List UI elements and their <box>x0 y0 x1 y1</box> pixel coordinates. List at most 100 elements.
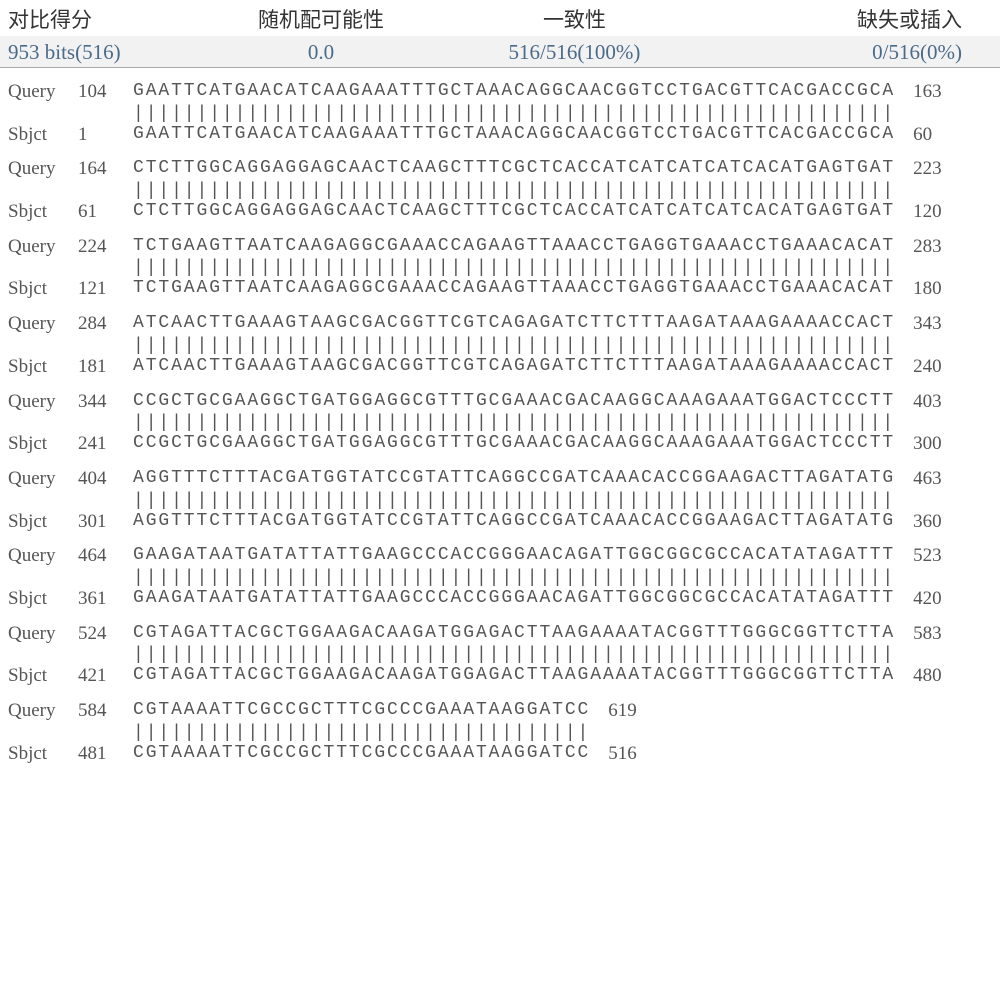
alignment-block: Query164CTCTTGGCAGGAGGAGCAACTCAAGCTTTCGC… <box>8 157 992 224</box>
query-label: Query <box>8 157 78 182</box>
sbjct-label: Sbjct <box>8 742 78 767</box>
alignment-block: Query404AGGTTTCTTTACGATGGTATCCGTATTCAGGC… <box>8 467 992 534</box>
query-start: 104 <box>78 80 133 105</box>
sbjct-seq: CGTAAAATTCGCCGCTTTCGCCCGAAATAAGGATCC <box>133 742 590 767</box>
alignment-block: Query584CGTAAAATTCGCCGCTTTCGCCCGAAATAAGG… <box>8 699 992 766</box>
identities-label: 一致性 <box>435 4 713 34</box>
query-label: Query <box>8 467 78 492</box>
match-ticks: ||||||||||||||||||||||||||||||||||||||||… <box>133 259 895 277</box>
match-line: ||||||||||||||||||||||||||||||||||||||||… <box>8 569 992 587</box>
alignment-block: Query524CGTAGATTACGCTGGAAGACAAGATGGAGACT… <box>8 622 992 689</box>
match-ticks: ||||||||||||||||||||||||||||||||||||||||… <box>133 646 895 664</box>
sbjct-line: Sbjct421CGTAGATTACGCTGGAAGACAAGATGGAGACT… <box>8 664 992 689</box>
sbjct-label: Sbjct <box>8 200 78 225</box>
query-end: 619 <box>590 699 668 724</box>
match-line: ||||||||||||||||||||||||||||||||||||||||… <box>8 414 992 432</box>
sbjct-line: Sbjct181ATCAACTTGAAAGTAAGCGACGGTTCGTCAGA… <box>8 355 992 380</box>
query-start: 584 <box>78 699 133 724</box>
sbjct-line: Sbjct121TCTGAAGTTAATCAAGAGGCGAAACCAGAAGT… <box>8 277 992 302</box>
sbjct-line: Sbjct1GAATTCATGAACATCAAGAAATTTGCTAAACAGG… <box>8 123 992 148</box>
sbjct-end: 300 <box>895 432 973 457</box>
sbjct-seq: GAAGATAATGATATTATTGAAGCCCACCGGGAACAGATTG… <box>133 587 895 612</box>
sbjct-label: Sbjct <box>8 510 78 535</box>
alignment-body: Query 104GAATTCATGAACATCAAGAAATTTGCTAAACA… <box>0 68 1000 784</box>
query-line: Query404AGGTTTCTTTACGATGGTATCCGTATTCAGGC… <box>8 467 992 492</box>
sbjct-line: Sbjct361GAAGATAATGATATTATTGAAGCCCACCGGGA… <box>8 587 992 612</box>
query-line: Query464GAAGATAATGATATTATTGAAGCCCACCGGGA… <box>8 544 992 569</box>
sbjct-start: 1 <box>78 123 133 148</box>
query-seq: GAATTCATGAACATCAAGAAATTTGCTAAACAGGCAACGG… <box>133 80 895 105</box>
expect-label: 随机配可能性 <box>207 4 436 34</box>
query-end: 463 <box>895 467 973 492</box>
query-label: Query <box>8 390 78 415</box>
match-line: ||||||||||||||||||||||||||||||||||||||||… <box>8 337 992 355</box>
sbjct-label: Sbjct <box>8 277 78 302</box>
sbjct-line: Sbjct61CTCTTGGCAGGAGGAGCAACTCAAGCTTTCGCT… <box>8 200 992 225</box>
alignment-block: Query104GAATTCATGAACATCAAGAAATTTGCTAAACA… <box>8 80 992 147</box>
sbjct-end: 60 <box>895 123 973 148</box>
query-start: 284 <box>78 312 133 337</box>
query-seq: CTCTTGGCAGGAGGAGCAACTCAAGCTTTCGCTCACCATC… <box>133 157 895 182</box>
query-label: Query <box>8 235 78 260</box>
match-ticks: ||||||||||||||||||||||||||||||||||||||||… <box>133 105 895 123</box>
query-start: 524 <box>78 622 133 647</box>
alignment-block: Query224TCTGAAGTTAATCAAGAGGCGAAACCAGAAGT… <box>8 235 992 302</box>
query-end: 403 <box>895 390 973 415</box>
match-line: ||||||||||||||||||||||||||||||||||||||||… <box>8 182 992 200</box>
sbjct-seq: GAATTCATGAACATCAAGAAATTTGCTAAACAGGCAACGG… <box>133 123 895 148</box>
match-ticks: ||||||||||||||||||||||||||||||||||||||||… <box>133 569 895 587</box>
query-seq: GAAGATAATGATATTATTGAAGCCCACCGGGAACAGATTG… <box>133 544 895 569</box>
sbjct-end: 180 <box>895 277 973 302</box>
query-start: 224 <box>78 235 133 260</box>
identities-value: 516/516(100%) <box>435 40 713 65</box>
score-value: 953 bits(516) <box>8 40 207 65</box>
sbjct-line: Sbjct481CGTAAAATTCGCCGCTTTCGCCCGAAATAAGG… <box>8 742 992 767</box>
sbjct-end: 360 <box>895 510 973 535</box>
query-start: 344 <box>78 390 133 415</box>
sbjct-start: 181 <box>78 355 133 380</box>
sbjct-line: Sbjct301AGGTTTCTTTACGATGGTATCCGTATTCAGGC… <box>8 510 992 535</box>
query-line: Query284ATCAACTTGAAAGTAAGCGACGGTTCGTCAGA… <box>8 312 992 337</box>
query-start: 404 <box>78 467 133 492</box>
query-end: 523 <box>895 544 973 569</box>
sbjct-label: Sbjct <box>8 587 78 612</box>
match-line: ||||||||||||||||||||||||||||||||||||||||… <box>8 259 992 277</box>
query-line: Query164CTCTTGGCAGGAGGAGCAACTCAAGCTTTCGC… <box>8 157 992 182</box>
stats-header-labels: 对比得分 随机配可能性 一致性 缺失或插入 <box>0 0 1000 36</box>
sbjct-start: 301 <box>78 510 133 535</box>
query-label: Query <box>8 312 78 337</box>
query-end: 283 <box>895 235 973 260</box>
query-end: 223 <box>895 157 973 182</box>
sbjct-label: Sbjct <box>8 664 78 689</box>
sbjct-label: Sbjct <box>8 432 78 457</box>
match-line: |||||||||||||||||||||||||||||||||||| <box>8 724 992 742</box>
sbjct-line: Sbjct241CCGCTGCGAAGGCTGATGGAGGCGTTTGCGAA… <box>8 432 992 457</box>
sbjct-seq: CTCTTGGCAGGAGGAGCAACTCAAGCTTTCGCTCACCATC… <box>133 200 895 225</box>
query-line: Query224TCTGAAGTTAATCAAGAGGCGAAACCAGAAGT… <box>8 235 992 260</box>
sbjct-seq: TCTGAAGTTAATCAAGAGGCGAAACCAGAAGTTAAACCTG… <box>133 277 895 302</box>
query-end: 343 <box>895 312 973 337</box>
match-spacer <box>8 646 133 664</box>
match-spacer <box>8 569 133 587</box>
query-seq: AGGTTTCTTTACGATGGTATCCGTATTCAGGCCGATCAAA… <box>133 467 895 492</box>
query-line: Query584CGTAAAATTCGCCGCTTTCGCCCGAAATAAGG… <box>8 699 992 724</box>
query-line: Query524CGTAGATTACGCTGGAAGACAAGATGGAGACT… <box>8 622 992 647</box>
query-seq: CGTAAAATTCGCCGCTTTCGCCCGAAATAAGGATCC <box>133 699 590 724</box>
sbjct-label: Sbjct <box>8 123 78 148</box>
match-ticks: |||||||||||||||||||||||||||||||||||| <box>133 724 590 742</box>
alignment-block: Query344CCGCTGCGAAGGCTGATGGAGGCGTTTGCGAA… <box>8 390 992 457</box>
sbjct-end: 420 <box>895 587 973 612</box>
sbjct-end: 120 <box>895 200 973 225</box>
score-label: 对比得分 <box>8 4 207 34</box>
sbjct-start: 481 <box>78 742 133 767</box>
sbjct-seq: ATCAACTTGAAAGTAAGCGACGGTTCGTCAGAGATCTTCT… <box>133 355 895 380</box>
query-end: 163 <box>895 80 973 105</box>
sbjct-start: 61 <box>78 200 133 225</box>
sbjct-seq: AGGTTTCTTTACGATGGTATCCGTATTCAGGCCGATCAAA… <box>133 510 895 535</box>
match-ticks: ||||||||||||||||||||||||||||||||||||||||… <box>133 492 895 510</box>
sbjct-seq: CCGCTGCGAAGGCTGATGGAGGCGTTTGCGAAACGACAAG… <box>133 432 895 457</box>
match-spacer <box>8 182 133 200</box>
query-seq: CGTAGATTACGCTGGAAGACAAGATGGAGACTTAAGAAAA… <box>133 622 895 647</box>
expect-value: 0.0 <box>207 40 436 65</box>
match-line: ||||||||||||||||||||||||||||||||||||||||… <box>8 105 992 123</box>
